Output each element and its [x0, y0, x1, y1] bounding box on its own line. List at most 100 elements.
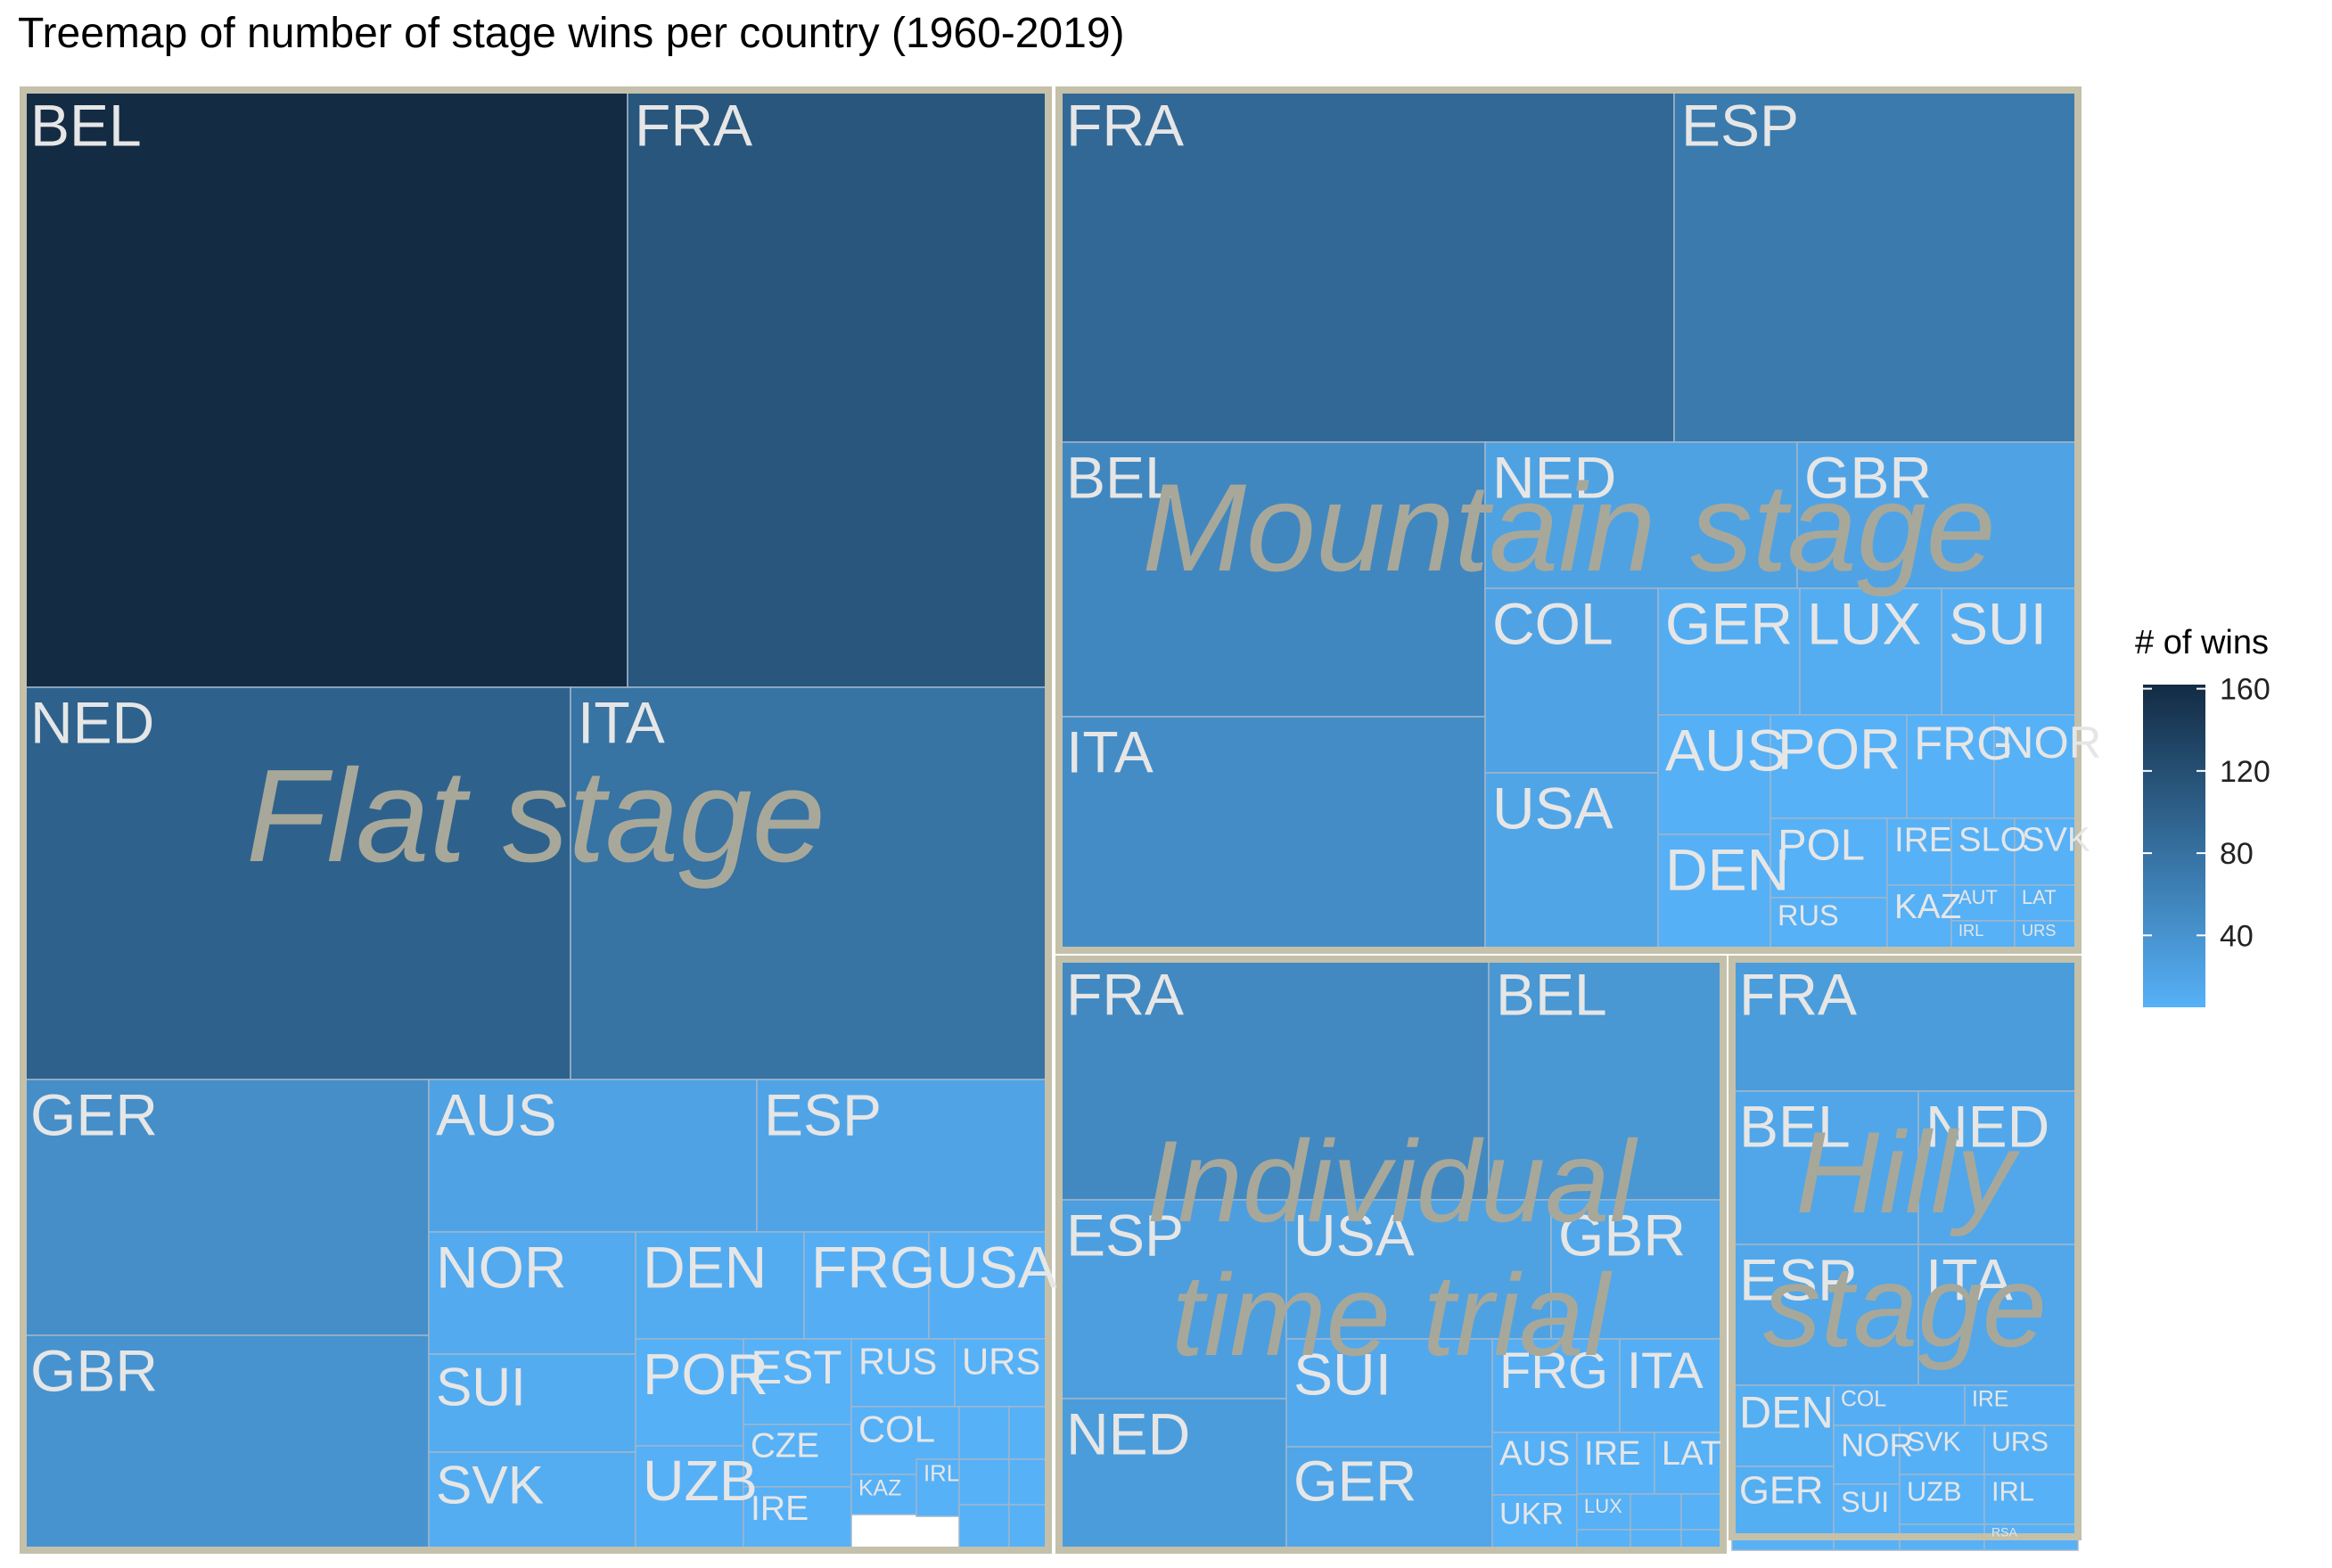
cell-label: UZB: [1907, 1475, 1962, 1506]
treemap-cell: [1899, 1424, 1985, 1475]
treemap-cell: [1770, 714, 1908, 819]
cell-label: IRE: [1972, 1388, 2008, 1412]
treemap-cell: [2014, 884, 2079, 922]
treemap-cell: [2014, 817, 2079, 886]
treemap-cell: [428, 1451, 636, 1551]
treemap-cell: [428, 1079, 758, 1233]
cell-label: AUT: [1958, 886, 1998, 908]
cell-label: DEN: [1739, 1388, 1834, 1438]
group-border: [1055, 86, 2082, 954]
treemap-cell: [22, 89, 628, 688]
cell-label: KAZ: [858, 1477, 901, 1501]
treemap-cell: [1833, 1384, 1966, 1426]
group-label: Individual: [1145, 1116, 1638, 1246]
cell-label: FRG: [811, 1235, 935, 1301]
treemap-cell: [635, 1338, 744, 1447]
cell-label: LAT: [1662, 1435, 1721, 1473]
cell-label: AUS: [436, 1082, 557, 1148]
cell-label: SVK: [1907, 1428, 1961, 1457]
cell-label: AUS: [1665, 718, 1786, 784]
cell-label: UKR: [1499, 1497, 1564, 1531]
treemap-cell: [743, 1424, 852, 1488]
treemap-cell: [958, 1406, 1010, 1460]
group-label: time trial: [1171, 1250, 1612, 1380]
cell-label: USA: [1492, 776, 1614, 841]
cell-label: RUS: [1778, 899, 1839, 932]
cell-label: KAZ: [1894, 888, 1961, 926]
legend-title: # of wins: [2135, 624, 2269, 661]
cell-label: SUI: [1841, 1486, 1889, 1518]
cell-label: NED: [1926, 1094, 2049, 1160]
treemap-cell: [916, 1458, 960, 1517]
treemap-cell: [570, 686, 1049, 1080]
treemap-cell: [22, 686, 571, 1080]
cell-label: SVK: [436, 1454, 544, 1515]
cell-label: POR: [1778, 718, 1901, 782]
cell-label: IRL: [1958, 922, 1983, 940]
cell-label: ITA: [1627, 1342, 1704, 1400]
cell-label: COL: [1492, 591, 1614, 657]
treemap-cell: [1950, 817, 2016, 886]
cell-label: NOR: [1841, 1426, 1913, 1463]
treemap-cell: [1731, 958, 2079, 1092]
cell-label: UZB: [643, 1449, 758, 1513]
treemap-cell: [1917, 1090, 2079, 1245]
treemap-cell: [1550, 1199, 1724, 1340]
cell-label: FRG: [1914, 718, 2013, 770]
cell-label: NED: [30, 690, 154, 756]
cell-label: SUI: [436, 1356, 526, 1416]
group-border: [20, 86, 1052, 1554]
cell-label: USA: [936, 1235, 1057, 1301]
treemap-cell: [1950, 920, 2016, 951]
cell-label: COL: [1841, 1388, 1886, 1412]
cell-label: IRE: [1894, 821, 1952, 859]
treemap-cell: [1285, 1446, 1493, 1551]
cell-label: ESP: [1739, 1247, 1857, 1313]
cell-label: SVK: [2022, 820, 2090, 858]
cell-label: LUX: [1807, 591, 1921, 657]
cell-label: USA: [1293, 1203, 1415, 1268]
cell-label: FRG: [1499, 1342, 1608, 1400]
cell-label: FRA: [1066, 962, 1184, 1028]
treemap-cell: [1964, 1384, 2079, 1426]
cell-label: POR: [643, 1342, 768, 1407]
cell-label: DEN: [643, 1235, 767, 1301]
treemap-cell: [850, 1338, 956, 1408]
treemap-cell: [2014, 920, 2079, 951]
cell-label: IRE: [1584, 1435, 1640, 1473]
cell-label: GBR: [30, 1338, 158, 1404]
cell-label: LAT: [2022, 886, 2057, 908]
treemap-cell: [1680, 1493, 1724, 1531]
treemap-cell: [1906, 714, 1995, 819]
treemap-cell: [1993, 714, 2079, 819]
treemap-cell: [1484, 441, 1798, 589]
cell-label: SLO: [1958, 820, 2026, 858]
cell-label: DEN: [1665, 837, 1789, 903]
legend-tick-label: 40: [2220, 919, 2254, 953]
treemap-cell: [1285, 1338, 1493, 1448]
legend-tick-label: 120: [2220, 755, 2270, 789]
cell-label: LUX: [1584, 1495, 1622, 1517]
treemap-cell: [743, 1486, 852, 1551]
cell-label: FRA: [1739, 962, 1857, 1028]
cell-label: BEL: [1496, 962, 1607, 1028]
cell-label: IRL: [1991, 1475, 2034, 1506]
treemap-cell: [1491, 1432, 1578, 1496]
treemap-cell: [1058, 958, 1490, 1201]
treemap-cell: [1917, 1244, 2079, 1386]
chart-title: Treemap of number of stage wins per coun…: [18, 10, 1125, 57]
group-label: Flat stage: [246, 743, 825, 890]
treemap-cell: [1796, 441, 2079, 589]
treemap-cell: [756, 1079, 1049, 1233]
group-label: stage: [1763, 1241, 2047, 1371]
cell-label: ITA: [578, 690, 665, 756]
treemap-cell: [1484, 587, 1659, 774]
legend-tick-label: 160: [2220, 673, 2270, 707]
cell-label: BEL: [1739, 1094, 1851, 1160]
treemap-cell: [1058, 716, 1486, 951]
cell-label: FRA: [635, 93, 752, 159]
cell-label: NOR: [2001, 717, 2101, 768]
cell-label: RSA: [1991, 1524, 2017, 1539]
cell-label: GER: [1739, 1469, 1823, 1512]
treemap-cell: [1630, 1493, 1682, 1531]
